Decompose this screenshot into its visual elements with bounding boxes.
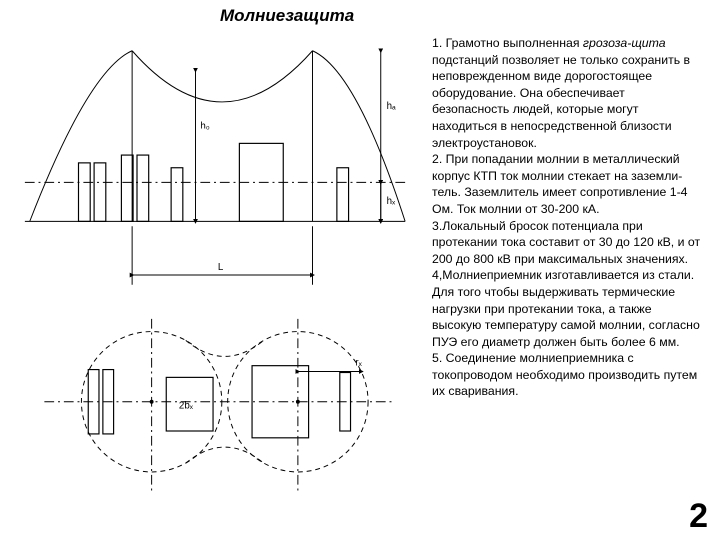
protection-curve xyxy=(30,51,132,222)
paragraph-1: 1. Грамотно выполненная грозоза-щита под… xyxy=(432,35,702,151)
slide-number: 2 xyxy=(689,497,708,536)
label-h0: h₀ xyxy=(200,121,209,132)
label-rx: rₓ xyxy=(355,358,362,369)
lightning-protection-diagram: hₐ h₀ hₓ L 2bₓ rₓ xyxy=(20,30,410,520)
equipment-bar xyxy=(171,168,183,222)
equipment-bar xyxy=(94,163,106,222)
label-L: L xyxy=(218,262,224,273)
mast-point xyxy=(150,400,154,404)
mast-point xyxy=(296,400,300,404)
paragraph-4: 4,Молниеприемник изготавливается из стал… xyxy=(432,267,702,350)
equipment-bar xyxy=(137,155,149,221)
paragraph-5: 5. Соединение молниеприемника с токопров… xyxy=(432,350,702,400)
label-ha: hₐ xyxy=(387,101,396,112)
equipment-bar xyxy=(79,163,91,222)
equipment-bar xyxy=(121,155,133,221)
slide-title: Молниезащита xyxy=(220,6,354,26)
protection-curve xyxy=(132,51,312,102)
text-italic: грозоза-щита xyxy=(583,36,666,50)
paragraph-2: 2. При попадании молнии в металлический … xyxy=(432,151,702,217)
text-column: 1. Грамотно выполненная грозоза-щита под… xyxy=(432,35,702,400)
text: подстанций позволяет не только сохранить… xyxy=(432,53,690,150)
equipment-bar xyxy=(337,168,349,222)
label-hx: hₓ xyxy=(387,196,396,207)
paragraph-3: 3.Локальный бросок потенциала при протек… xyxy=(432,218,702,268)
text: 1. Грамотно выполненная xyxy=(432,36,583,50)
plan-envelope xyxy=(186,447,264,463)
label-2bx: 2bₓ xyxy=(179,401,194,412)
